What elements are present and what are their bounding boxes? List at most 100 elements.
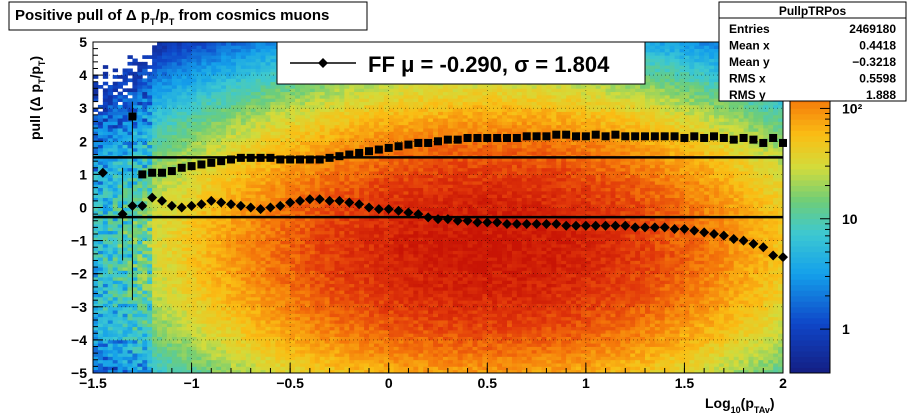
- heatmap-cell: [339, 349, 345, 354]
- heatmap-cell: [122, 104, 128, 109]
- heatmap-cell: [211, 333, 217, 337]
- heatmap-cell: [344, 306, 350, 311]
- heatmap-cell: [334, 88, 340, 93]
- heatmap-cell: [176, 273, 183, 278]
- heatmap-cell: [211, 51, 217, 56]
- heatmap-cell: [147, 233, 153, 238]
- heatmap-cell: [270, 277, 276, 281]
- heatmap-cell: [181, 257, 188, 261]
- heatmap-cell: [270, 104, 276, 109]
- heatmap-cell: [250, 320, 257, 324]
- heatmap-cell: [319, 104, 326, 109]
- heatmap-cell: [117, 339, 123, 344]
- heatmap-cell: [295, 316, 301, 321]
- heatmap-cell: [240, 300, 247, 304]
- heatmap-cell: [211, 194, 217, 198]
- heatmap-cell: [285, 94, 291, 99]
- heatmap-cell: [240, 267, 247, 271]
- heatmap-cell: [137, 260, 143, 265]
- heatmap-cell: [255, 204, 261, 208]
- heatmap-cell: [196, 131, 202, 136]
- heatmap-cell: [162, 247, 168, 251]
- heatmap-cell: [216, 101, 222, 106]
- heatmap-cell: [102, 267, 109, 271]
- heatmap-cell: [329, 306, 335, 311]
- heatmap-cell: [107, 359, 114, 364]
- heatmap-cell: [191, 137, 197, 142]
- heatmap-cell: [216, 343, 222, 347]
- heatmap-cell: [231, 283, 237, 288]
- heatmap-cell: [226, 164, 232, 169]
- heatmap-cell: [132, 141, 138, 146]
- heatmap-cell: [157, 313, 163, 318]
- heatmap-cell: [285, 137, 291, 142]
- heatmap-cell: [117, 323, 123, 328]
- heatmap-cell: [127, 88, 133, 93]
- heatmap-cell: [107, 91, 114, 96]
- heatmap-cell: [255, 75, 261, 79]
- heatmap-cell: [211, 61, 217, 66]
- heatmap-cell: [157, 131, 163, 136]
- heatmap-cell: [171, 270, 178, 275]
- heatmap-cell: [97, 277, 104, 281]
- heatmap-cell: [176, 124, 183, 129]
- heatmap-cell: [250, 217, 257, 222]
- heatmap-cell: [211, 286, 217, 291]
- heatmap-cell: [162, 187, 168, 192]
- heatmap-cell: [226, 217, 232, 222]
- heatmap-cell: [112, 184, 119, 189]
- heatmap-cell: [260, 187, 266, 192]
- heatmap-cell: [339, 91, 345, 96]
- heatmap-cell: [250, 296, 257, 301]
- heatmap-cell: [132, 243, 138, 248]
- heatmap-cell: [162, 85, 168, 89]
- heatmap-cell: [107, 190, 114, 195]
- heatmap-cell: [285, 257, 291, 261]
- heatmap-cell: [339, 111, 345, 116]
- heatmap-cell: [275, 260, 281, 265]
- heatmap-cell: [211, 267, 217, 271]
- heatmap-cell: [319, 296, 326, 301]
- heatmap-cell: [216, 366, 222, 371]
- heatmap-cell: [275, 293, 281, 298]
- heatmap-cell: [314, 194, 321, 198]
- heatmap-cell: [216, 260, 222, 265]
- heatmap-cell: [270, 137, 276, 142]
- heatmap-cell: [221, 98, 227, 102]
- heatmap-cell: [231, 88, 237, 93]
- heatmap-cell: [127, 151, 133, 155]
- heatmap-cell: [240, 118, 247, 122]
- heatmap-cell: [107, 247, 114, 251]
- heatmap-cell: [319, 131, 326, 136]
- heatmap-cell: [162, 161, 168, 165]
- heatmap-cell: [181, 290, 188, 294]
- heatmap-cell: [181, 104, 188, 109]
- heatmap-cell: [147, 326, 153, 331]
- heatmap-cell: [339, 181, 345, 185]
- heatmap-cell: [240, 121, 247, 126]
- heatmap-cell: [162, 177, 168, 182]
- heatmap-cell: [166, 336, 173, 341]
- heatmap-cell: [329, 91, 335, 96]
- heatmap-cell: [127, 333, 133, 337]
- heatmap-cell: [211, 257, 217, 261]
- heatmap-cell: [206, 144, 212, 149]
- heatmap-cell: [196, 316, 202, 321]
- heatmap-cell: [216, 111, 222, 116]
- heatmap-cell: [162, 366, 168, 371]
- heatmap-cell: [216, 88, 222, 93]
- heatmap-cell: [206, 359, 212, 364]
- heatmap-cell: [93, 141, 99, 146]
- heatmap-cell: [324, 88, 330, 93]
- heatmap-cell: [329, 273, 335, 278]
- heatmap-cell: [97, 147, 104, 152]
- heatmap-cell: [196, 177, 202, 182]
- heatmap-cell: [329, 253, 335, 258]
- heatmap-cell: [122, 353, 128, 357]
- heatmap-cell: [117, 124, 123, 129]
- heatmap-cell: [226, 336, 232, 341]
- heatmap-cell: [201, 167, 207, 172]
- heatmap-cell: [97, 227, 104, 232]
- heatmap-cell: [97, 257, 104, 261]
- heatmap-cell: [166, 174, 173, 179]
